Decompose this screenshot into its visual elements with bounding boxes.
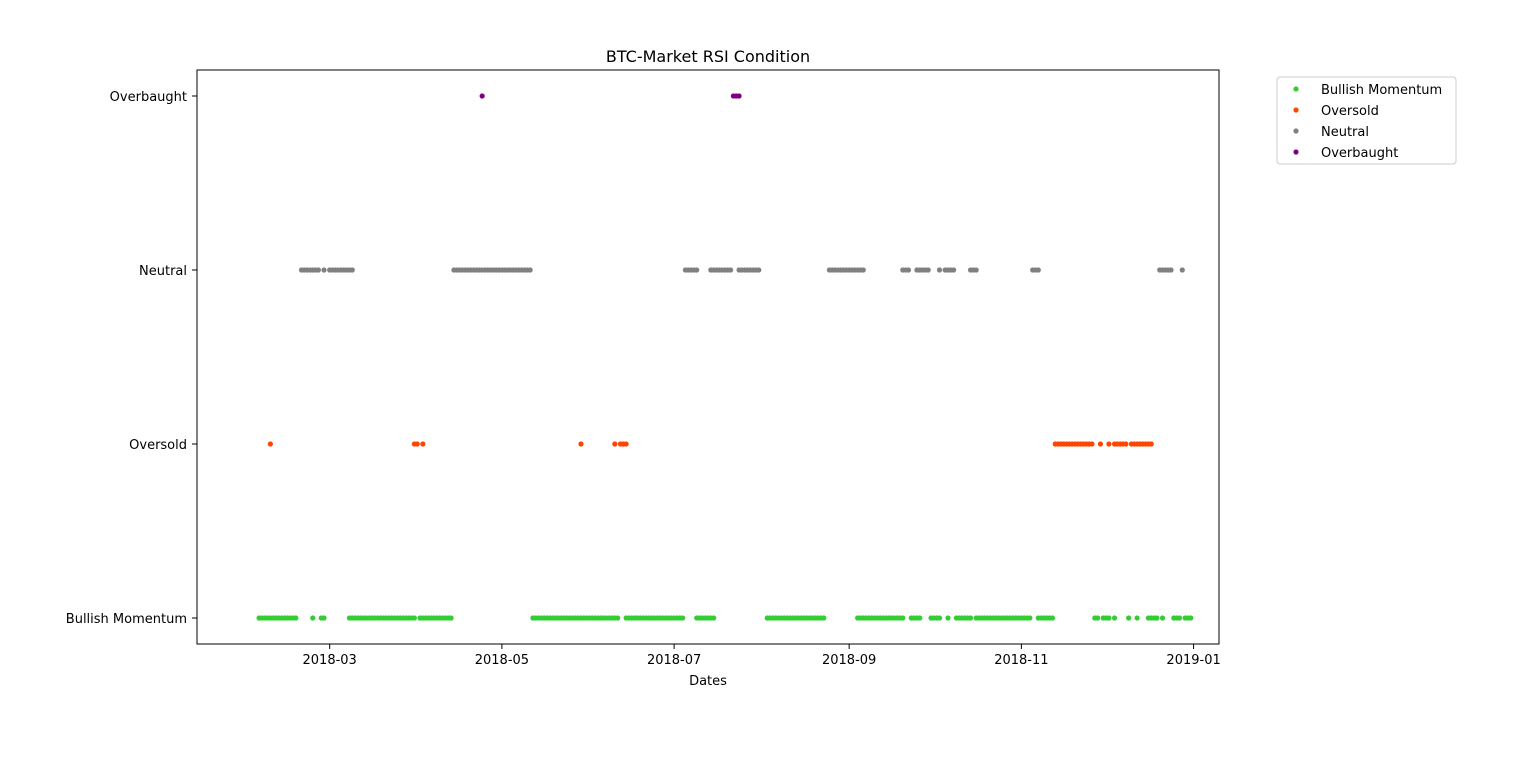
- data-point: [679, 615, 686, 621]
- data-point: [1159, 615, 1166, 621]
- data-point: [1148, 441, 1154, 447]
- legend-marker: [1293, 128, 1299, 134]
- data-point: [1168, 267, 1174, 273]
- x-tick-label: 2018-05: [475, 653, 529, 668]
- y-tick-label: Overbaught: [110, 90, 187, 105]
- y-tick-label: Bullish Momentum: [66, 612, 187, 627]
- x-tick-label: 2019-01: [1166, 653, 1220, 668]
- data-point: [821, 615, 827, 621]
- data-point: [293, 615, 299, 621]
- data-point: [1027, 615, 1033, 621]
- x-tick-label: 2018-09: [822, 653, 876, 668]
- data-point: [267, 441, 273, 447]
- data-point: [945, 615, 951, 621]
- data-point: [1134, 615, 1140, 621]
- legend-label: Bullish Momentum: [1321, 83, 1442, 98]
- data-point: [1095, 615, 1101, 621]
- data-point: [951, 267, 957, 273]
- data-point: [905, 267, 912, 273]
- data-point: [694, 267, 700, 273]
- data-point: [623, 441, 629, 447]
- data-point: [578, 441, 584, 447]
- data-point: [479, 93, 485, 99]
- y-tick-label: Neutral: [139, 264, 187, 279]
- data-point: [315, 267, 321, 273]
- legend-label: Oversold: [1321, 104, 1379, 119]
- data-point: [917, 615, 923, 621]
- data-point: [615, 615, 621, 621]
- data-point: [727, 267, 734, 273]
- data-point: [756, 267, 762, 273]
- data-point: [900, 615, 906, 621]
- data-point: [1188, 615, 1194, 621]
- data-point: [420, 441, 426, 447]
- x-tick-label: 2018-03: [303, 653, 357, 668]
- data-point: [1089, 441, 1095, 447]
- data-point: [1111, 615, 1118, 621]
- series-overbaught: [479, 93, 742, 99]
- data-point: [527, 267, 533, 273]
- data-point: [1049, 615, 1056, 621]
- data-point: [310, 615, 316, 621]
- x-tick-label: 2018-11: [994, 653, 1048, 668]
- data-point: [1123, 441, 1129, 447]
- data-point: [349, 267, 355, 273]
- data-point: [936, 615, 943, 621]
- data-point: [936, 267, 943, 273]
- data-point: [1035, 267, 1041, 273]
- data-point: [973, 267, 979, 273]
- data-point: [1106, 441, 1112, 447]
- data-point: [860, 267, 866, 273]
- data-point: [321, 615, 327, 621]
- data-point: [1126, 615, 1132, 621]
- data-point: [448, 615, 454, 621]
- legend-marker: [1293, 149, 1299, 155]
- data-point: [1154, 615, 1160, 621]
- data-point: [612, 441, 618, 447]
- data-point: [1176, 615, 1183, 621]
- data-point: [321, 267, 327, 273]
- plot-area: [256, 93, 1194, 621]
- y-tick-label: Oversold: [129, 438, 187, 453]
- data-point: [925, 267, 931, 273]
- data-point: [414, 441, 420, 447]
- data-point: [411, 615, 417, 621]
- legend-box: [1276, 76, 1457, 165]
- x-axis-label: Dates: [689, 674, 727, 689]
- chart-title: BTC-Market RSI Condition: [606, 47, 810, 66]
- legend-label: Neutral: [1321, 125, 1369, 140]
- data-point: [1097, 441, 1104, 447]
- legend: Bullish Momentum Oversold Neutral Overbaugh…: [1276, 76, 1457, 165]
- data-point: [967, 615, 974, 621]
- legend-marker: [1293, 107, 1299, 113]
- plot-frame: [196, 69, 1220, 645]
- data-point: [736, 93, 742, 99]
- legend-label: Overbaught: [1321, 146, 1398, 161]
- series-neutral: [298, 267, 1185, 273]
- data-point: [711, 615, 717, 621]
- x-tick-label: 2018-07: [647, 653, 701, 668]
- data-point: [1179, 267, 1185, 273]
- data-point: [1106, 615, 1112, 621]
- axes: 2018-03 2018-05 2018-07 2018-09 2018-11 2019-…: [66, 69, 1221, 668]
- series-bullish-momentum: [256, 615, 1194, 621]
- legend-marker: [1293, 86, 1299, 92]
- series-oversold: [267, 441, 1154, 447]
